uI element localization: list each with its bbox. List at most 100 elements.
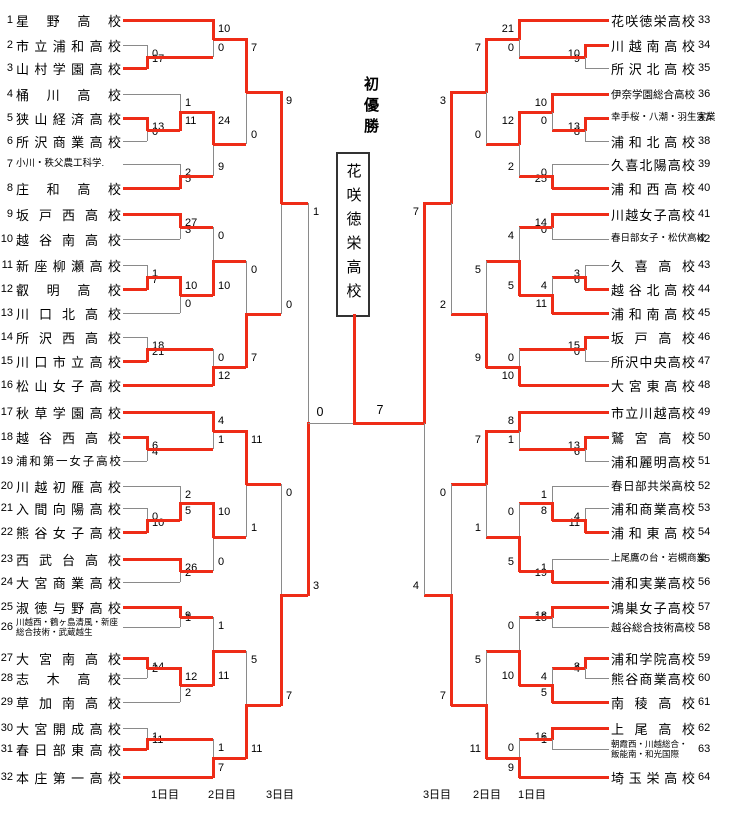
bracket-line	[123, 702, 180, 703]
bracket-line	[519, 39, 520, 57]
score-label: 1	[185, 97, 192, 109]
score-label: 0	[251, 264, 258, 276]
team-number: 16	[0, 379, 13, 391]
score-label: 2	[439, 299, 446, 311]
bracket-line	[147, 668, 148, 678]
team-number: 24	[0, 576, 13, 588]
bracket-line	[123, 19, 213, 22]
team-name: 本庄第一高校	[16, 770, 121, 786]
team-number: 9	[6, 208, 13, 220]
score-label: 0	[540, 224, 547, 236]
bracket-line	[146, 738, 149, 750]
bracket-line	[180, 617, 181, 627]
score-label: 5	[474, 654, 481, 666]
team-name: 浦和商業高校	[611, 501, 695, 517]
team-name: 川越南高校	[611, 38, 695, 54]
score-label: 10	[218, 506, 231, 518]
bracket-line	[486, 143, 519, 146]
team-name: 越谷総合技術高校	[611, 621, 695, 634]
bracket-line	[486, 650, 519, 653]
score-label: 0	[218, 230, 225, 242]
bracket-line	[486, 38, 519, 41]
day-label-left-3: 3日目	[265, 789, 295, 801]
bracket-line	[146, 117, 149, 131]
bracket-line	[552, 668, 553, 685]
bracket-line	[123, 678, 147, 679]
bracket-line	[551, 684, 554, 703]
bracket-line	[281, 484, 282, 595]
score-label: 17	[152, 53, 165, 65]
bracket-line	[123, 657, 147, 660]
team-name: 入間向陽高校	[16, 501, 121, 517]
score-label: 2	[185, 567, 192, 579]
team-number: 47	[698, 355, 711, 367]
bracket-line	[213, 227, 214, 261]
bracket-line	[551, 294, 554, 314]
bracket-line	[552, 486, 553, 503]
team-name: 淑徳与野高校	[16, 600, 121, 616]
bracket-line	[552, 667, 585, 670]
champion-box: 花咲徳栄高校	[336, 152, 370, 317]
bracket-line	[423, 202, 426, 424]
bracket-line	[246, 651, 247, 705]
bracket-line	[123, 486, 180, 487]
bracket-line	[123, 213, 180, 216]
bracket-line	[179, 606, 182, 618]
score-label: 10	[501, 370, 514, 382]
team-name: 市立川越高校	[611, 405, 695, 421]
team-name: 大宮南高校	[16, 651, 121, 667]
bracket-line	[353, 422, 424, 425]
bracket-line	[485, 430, 488, 485]
bracket-line	[519, 503, 520, 537]
bracket-line	[180, 111, 213, 114]
team-name: 桶川高校	[16, 87, 121, 103]
bracket-line	[519, 349, 520, 367]
team-name: 庄和高校	[16, 181, 121, 197]
score-label: 0	[439, 487, 446, 499]
bracket-line	[552, 227, 553, 239]
score-label: 10	[185, 280, 198, 292]
bracket-line	[180, 295, 181, 313]
score-label: 0	[218, 42, 225, 54]
bracket-line	[585, 668, 586, 678]
bracket-line	[146, 519, 149, 533]
team-name: 浦和南高校	[611, 306, 695, 322]
team-number: 5	[6, 112, 13, 124]
bracket-line	[552, 164, 609, 165]
team-name: 叡明高校	[16, 282, 121, 298]
bracket-line	[584, 519, 587, 533]
bracket-line	[147, 130, 148, 141]
score-label: 0	[218, 352, 225, 364]
score-label: 11	[251, 743, 263, 755]
bracket-line	[518, 366, 521, 386]
score-label: 0	[185, 298, 192, 310]
score-label: 2	[185, 687, 192, 699]
bracket-line	[179, 667, 182, 686]
score-label: 7	[251, 42, 258, 54]
team-name: 朝霞西・川越総合・ 飯能南・和光国際	[611, 739, 688, 759]
bracket-line	[147, 449, 148, 461]
score-label: 1	[218, 620, 225, 632]
bracket-line	[281, 203, 282, 314]
bracket-line	[212, 19, 215, 40]
bracket-line	[180, 164, 181, 176]
team-number: 6	[6, 135, 13, 147]
bracket-line	[123, 45, 147, 46]
bracket-line	[212, 502, 215, 538]
bracket-line	[451, 203, 452, 314]
team-name: 小川・秩父農工科学.	[16, 158, 105, 169]
score-label: 9	[218, 161, 225, 173]
bracket-line	[585, 44, 609, 47]
team-name: 大宮商業高校	[16, 575, 121, 591]
team-name: 南稜高校	[611, 695, 695, 711]
score-label: 7	[474, 434, 481, 446]
bracket-line	[584, 657, 587, 669]
bracket-line	[179, 111, 182, 131]
score-label: 3	[439, 95, 446, 107]
score-label: 8	[507, 415, 514, 427]
bracket-line	[213, 431, 214, 449]
team-number: 64	[698, 771, 711, 783]
team-number: 57	[698, 601, 711, 613]
team-number: 10	[0, 233, 13, 245]
team-number: 52	[698, 480, 711, 492]
